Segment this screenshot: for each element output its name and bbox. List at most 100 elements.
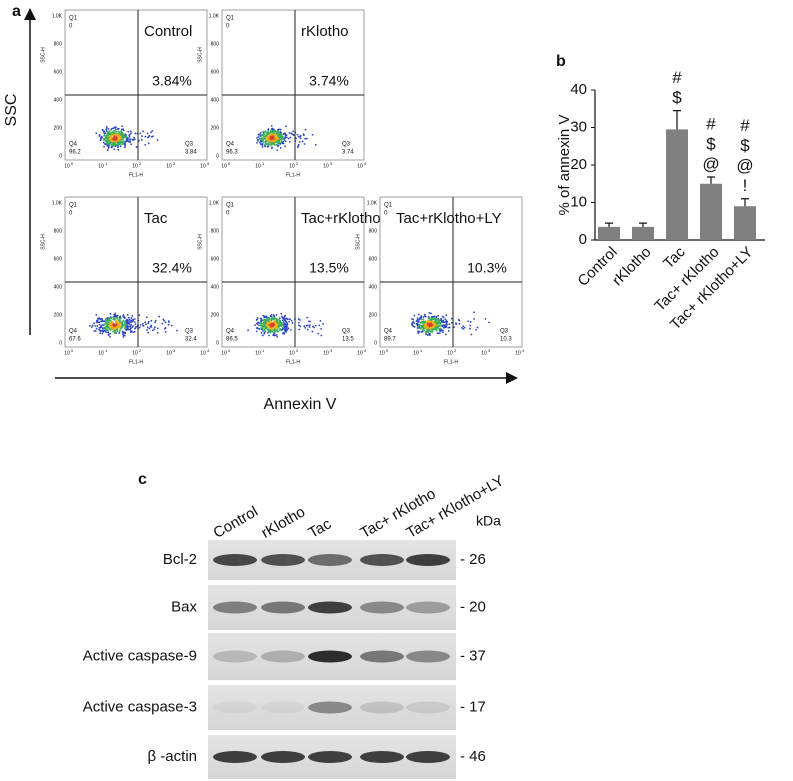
event-dot — [299, 319, 301, 321]
event-dot — [276, 137, 279, 140]
event-dot — [272, 331, 275, 334]
event-dot — [284, 145, 287, 148]
event-dot — [106, 145, 109, 147]
event-dot — [109, 316, 112, 319]
blot-band — [308, 751, 352, 763]
event-dot — [424, 324, 426, 327]
event-dot — [462, 325, 465, 328]
event-dot — [97, 319, 99, 321]
event-dot — [277, 144, 279, 147]
event-dot — [102, 324, 105, 327]
quadrant-value: 89.7 — [384, 337, 396, 343]
event-dot — [259, 138, 262, 141]
event-dot — [109, 135, 111, 137]
event-dot — [299, 325, 302, 328]
event-dot — [147, 136, 149, 139]
event-dot — [267, 145, 270, 148]
event-dot — [450, 317, 453, 320]
event-dot — [467, 320, 470, 323]
event-dot — [475, 328, 477, 331]
event-dot — [267, 329, 270, 332]
event-dot — [133, 321, 136, 324]
significance-mark: ! — [743, 176, 748, 195]
event-dot — [115, 126, 117, 129]
event-dot — [135, 325, 138, 328]
event-dot — [122, 336, 125, 338]
event-dot — [105, 325, 108, 328]
event-dot — [108, 335, 111, 338]
blot-band — [360, 650, 404, 663]
x-tick-label: rKlotho — [609, 244, 655, 290]
event-dot — [122, 314, 125, 316]
event-dot — [144, 321, 147, 324]
event-dot — [278, 133, 281, 136]
event-dot — [103, 137, 105, 140]
x-tick-base: 10 — [357, 163, 363, 169]
y-tick-label: 600 — [211, 256, 220, 262]
event-dot — [259, 143, 262, 146]
event-dot — [162, 318, 165, 321]
event-dot — [260, 324, 263, 327]
event-dot — [110, 128, 113, 131]
event-dot — [417, 320, 420, 323]
event-dot — [276, 326, 279, 329]
event-dot — [98, 133, 101, 136]
event-dot — [447, 330, 450, 332]
event-dot — [113, 139, 116, 141]
y-tick-label: 600 — [54, 256, 63, 262]
x-tick-base: 10 — [200, 163, 206, 169]
event-dot — [109, 328, 112, 331]
event-dot — [128, 318, 131, 321]
event-dot — [285, 330, 288, 333]
event-dot — [116, 128, 119, 130]
event-dot — [282, 321, 285, 323]
blot-band — [213, 554, 257, 566]
event-dot — [289, 136, 292, 139]
event-dot — [420, 326, 422, 329]
event-dot — [430, 312, 432, 315]
event-dot — [99, 330, 102, 333]
event-dot — [279, 322, 282, 325]
event-dot — [444, 333, 447, 336]
event-dot — [106, 329, 109, 332]
event-dot — [106, 131, 109, 134]
event-dot — [107, 128, 110, 130]
event-dot — [270, 321, 273, 323]
y-tick-label: 0 — [59, 340, 62, 346]
x-tick-exponent: 0 — [228, 161, 231, 166]
event-dot — [113, 332, 116, 334]
event-dot — [476, 326, 479, 329]
x-tick-base: 10 — [255, 163, 261, 169]
quadrant-name: Q4 — [69, 142, 78, 148]
significance-mark: $ — [706, 134, 716, 153]
event-dot — [133, 318, 136, 321]
event-dot — [288, 320, 291, 323]
plot-x-axis: FL1-H — [129, 172, 143, 178]
event-dot — [145, 316, 148, 319]
event-dot — [290, 132, 293, 135]
event-dot — [120, 326, 123, 329]
significance-mark: $ — [740, 136, 750, 155]
event-dot — [112, 132, 115, 135]
event-dot — [254, 324, 256, 327]
event-dot — [267, 322, 270, 325]
event-dot — [164, 331, 167, 333]
event-dot — [93, 322, 95, 325]
event-dot — [103, 134, 105, 137]
event-dot — [317, 332, 320, 335]
event-dot — [443, 321, 446, 324]
event-dot — [292, 130, 295, 133]
event-dot — [445, 314, 448, 317]
event-dot — [306, 328, 309, 331]
blot-band — [261, 601, 305, 614]
event-dot — [276, 330, 279, 333]
event-dot — [267, 128, 270, 130]
event-dot — [267, 138, 270, 141]
event-dot — [312, 325, 314, 328]
event-dot — [268, 330, 271, 333]
event-dot — [115, 326, 117, 329]
event-dot — [108, 132, 111, 134]
event-dot — [274, 334, 277, 337]
event-dot — [415, 320, 418, 322]
event-dot — [296, 146, 299, 149]
